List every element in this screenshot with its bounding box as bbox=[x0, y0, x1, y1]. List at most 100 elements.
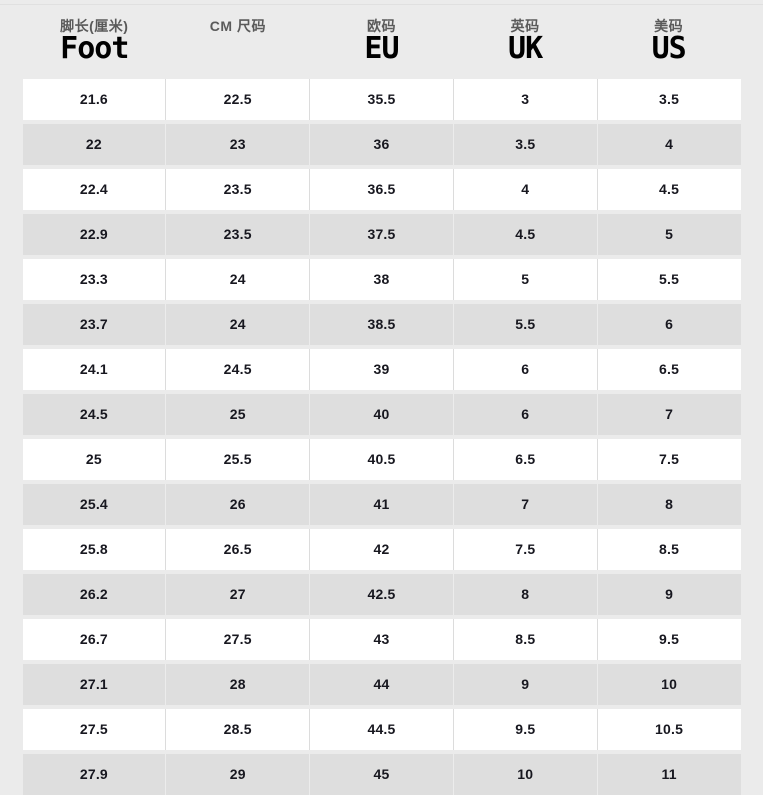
table-cell: 6 bbox=[454, 394, 598, 435]
table-cell: 26.7 bbox=[23, 619, 167, 660]
table-cell: 23.5 bbox=[166, 169, 311, 210]
table-cell: 4.5 bbox=[454, 214, 598, 255]
column-header-zh: CM 尺码 bbox=[209, 18, 266, 34]
table-cell: 28 bbox=[166, 664, 311, 705]
table-cell: 5.5 bbox=[454, 304, 598, 345]
table-cell: 36 bbox=[310, 124, 454, 165]
size-table-body: 21.6 22.5 35.5 3 3.5 22 23 36 3.5 4 22.4 23.5 36.5 4 4… bbox=[22, 79, 741, 795]
table-cell: 3.5 bbox=[454, 124, 598, 165]
table-cell: 4 bbox=[665, 136, 674, 152]
table-cell: 11 bbox=[661, 766, 677, 782]
table-cell: 45 bbox=[310, 754, 454, 795]
column-header-en: UK bbox=[508, 31, 543, 66]
table-cell: 25.4 bbox=[23, 484, 167, 525]
table-cell: 23.3 bbox=[23, 259, 167, 300]
size-conversion-table: 脚长(厘米) Foot CM 尺码 欧码 EU 英码 UK 美码 US 21.6… bbox=[22, 5, 741, 795]
table-cell: 42 bbox=[310, 529, 454, 570]
table-cell: 10 bbox=[454, 754, 598, 795]
table-cell: 6 bbox=[454, 349, 598, 390]
table-cell: 27.5 bbox=[23, 709, 167, 750]
table-cell: 25.8 bbox=[23, 529, 167, 570]
table-cell: 24.5 bbox=[23, 394, 167, 435]
table-row: 22.4 23.5 36.5 4 4.5 bbox=[22, 169, 741, 210]
table-cell: 37.5 bbox=[310, 214, 454, 255]
table-cell: 3.5 bbox=[659, 91, 680, 107]
table-cell: 38 bbox=[310, 259, 454, 300]
table-cell: 28.5 bbox=[166, 709, 311, 750]
table-cell: 22.5 bbox=[166, 79, 311, 120]
table-cell: 9 bbox=[454, 664, 598, 705]
table-cell: 9.5 bbox=[659, 631, 680, 647]
table-row: 27.5 28.5 44.5 9.5 10.5 bbox=[22, 709, 741, 750]
column-header-foot-length: 脚长(厘米) Foot bbox=[23, 11, 167, 79]
column-header-en: EU bbox=[364, 31, 399, 66]
table-cell: 36.5 bbox=[310, 169, 454, 210]
table-cell: 27 bbox=[166, 574, 311, 615]
table-cell: 26.2 bbox=[23, 574, 167, 615]
table-cell: 9 bbox=[665, 586, 674, 602]
table-cell: 3 bbox=[454, 79, 598, 120]
table-row: 22 23 36 3.5 4 bbox=[22, 124, 741, 165]
table-cell: 44 bbox=[310, 664, 454, 705]
table-cell: 23.5 bbox=[166, 214, 311, 255]
table-cell: 6 bbox=[665, 316, 674, 332]
column-header-zh: 欧码 bbox=[366, 18, 396, 34]
column-header-en: Foot bbox=[60, 31, 129, 66]
table-row: 23.7 24 38.5 5.5 6 bbox=[22, 304, 741, 345]
page-top-divider bbox=[0, 0, 763, 5]
table-cell: 5 bbox=[665, 226, 674, 242]
table-row: 25.4 26 41 7 8 bbox=[22, 484, 741, 525]
table-cell: 6.5 bbox=[454, 439, 598, 480]
table-cell: 5 bbox=[454, 259, 598, 300]
column-header-zh: 英码 bbox=[510, 18, 540, 34]
table-cell: 24.5 bbox=[166, 349, 311, 390]
table-row: 25 25.5 40.5 6.5 7.5 bbox=[22, 439, 741, 480]
table-cell: 29 bbox=[166, 754, 311, 795]
column-header-cm-size: CM 尺码 bbox=[166, 11, 310, 79]
table-cell: 8 bbox=[454, 574, 598, 615]
column-header-uk: 英码 UK bbox=[453, 11, 597, 79]
table-cell: 27.1 bbox=[23, 664, 167, 705]
table-cell: 7 bbox=[665, 406, 674, 422]
table-cell: 24 bbox=[166, 259, 311, 300]
table-cell: 7.5 bbox=[454, 529, 598, 570]
table-cell: 22 bbox=[23, 124, 167, 165]
table-cell: 22.9 bbox=[23, 214, 167, 255]
table-cell: 40.5 bbox=[310, 439, 454, 480]
table-header-row: 脚长(厘米) Foot CM 尺码 欧码 EU 英码 UK 美码 US bbox=[23, 5, 741, 79]
table-cell: 26 bbox=[166, 484, 311, 525]
table-row: 26.7 27.5 43 8.5 9.5 bbox=[22, 619, 741, 660]
table-row: 26.2 27 42.5 8 9 bbox=[22, 574, 741, 615]
column-header-zh: 脚长(厘米) bbox=[60, 18, 129, 34]
table-cell: 8.5 bbox=[659, 541, 680, 557]
column-header-eu: 欧码 EU bbox=[310, 11, 454, 79]
table-row: 23.3 24 38 5 5.5 bbox=[22, 259, 741, 300]
table-cell: 38.5 bbox=[310, 304, 454, 345]
column-header-zh: 美码 bbox=[654, 18, 684, 34]
table-cell: 22.4 bbox=[23, 169, 167, 210]
table-cell: 23 bbox=[166, 124, 311, 165]
table-row: 21.6 22.5 35.5 3 3.5 bbox=[22, 79, 741, 120]
table-cell: 7 bbox=[454, 484, 598, 525]
table-cell: 5.5 bbox=[659, 271, 680, 287]
table-row: 24.1 24.5 39 6 6.5 bbox=[22, 349, 741, 390]
table-cell: 26.5 bbox=[166, 529, 311, 570]
table-cell: 35.5 bbox=[310, 79, 454, 120]
table-cell: 9.5 bbox=[454, 709, 598, 750]
table-cell: 4.5 bbox=[659, 181, 680, 197]
table-cell: 24 bbox=[166, 304, 311, 345]
table-cell: 8.5 bbox=[454, 619, 598, 660]
table-cell: 27.5 bbox=[166, 619, 311, 660]
table-cell: 25.5 bbox=[166, 439, 311, 480]
table-cell: 40 bbox=[310, 394, 454, 435]
table-cell: 23.7 bbox=[23, 304, 167, 345]
table-cell: 21.6 bbox=[23, 79, 167, 120]
table-cell: 39 bbox=[310, 349, 454, 390]
table-cell: 41 bbox=[310, 484, 454, 525]
table-cell: 10 bbox=[661, 676, 678, 692]
table-row: 25.8 26.5 42 7.5 8.5 bbox=[22, 529, 741, 570]
table-row: 22.9 23.5 37.5 4.5 5 bbox=[22, 214, 741, 255]
table-row: 27.1 28 44 9 10 bbox=[22, 664, 741, 705]
table-row: 24.5 25 40 6 7 bbox=[22, 394, 741, 435]
